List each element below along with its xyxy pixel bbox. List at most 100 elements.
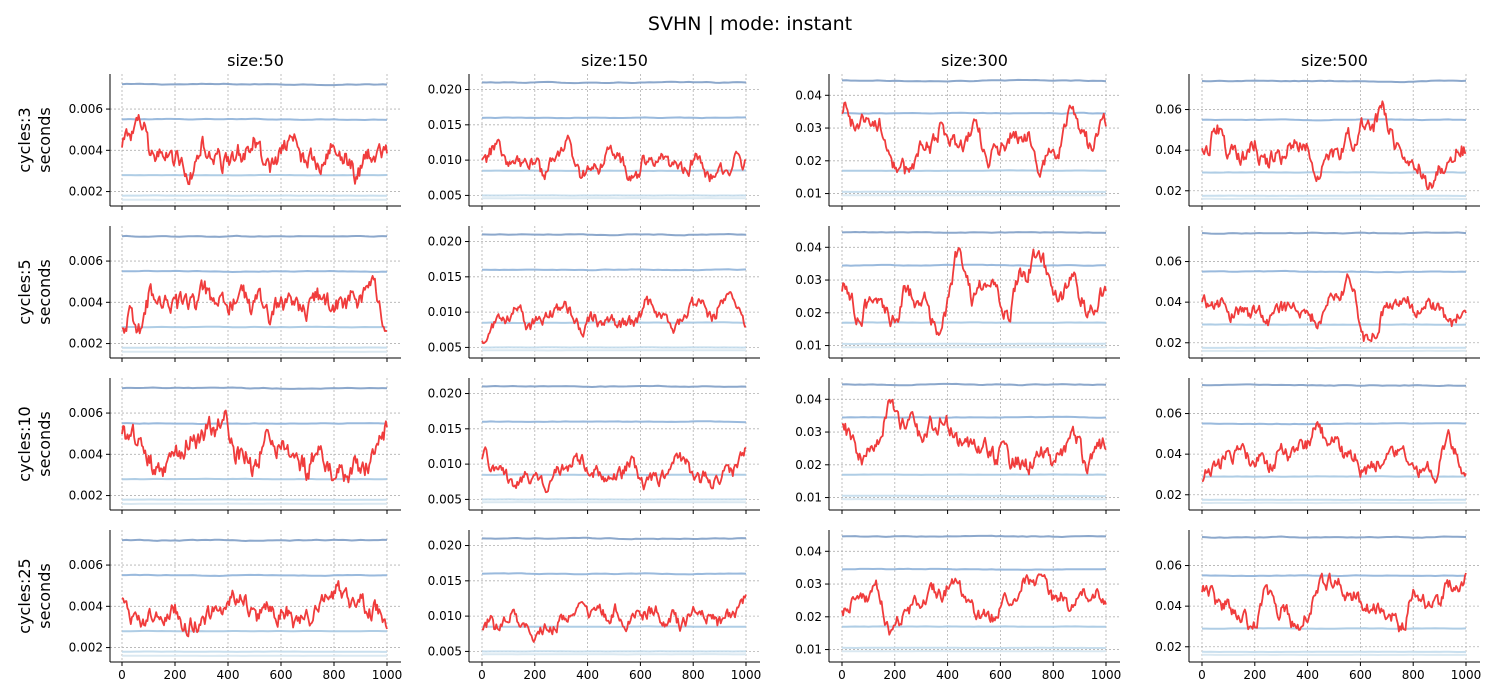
target-series-line <box>1201 273 1467 343</box>
y-tick-label: 0.002 <box>69 185 103 199</box>
x-tick-label: 800 <box>682 668 705 682</box>
reference-series-line <box>841 78 1107 83</box>
reference-series-line <box>1202 627 1467 630</box>
x-tick-label: 600 <box>989 668 1012 682</box>
reference-series-line <box>122 573 387 578</box>
y-tick-label: 0.02 <box>1155 488 1182 502</box>
reference-series-line <box>121 422 387 426</box>
x-tick-label: 0 <box>1198 668 1206 682</box>
y-tick-label: 0.015 <box>428 118 462 132</box>
y-tick-label: 0.01 <box>795 643 822 657</box>
reference-series-line <box>121 386 388 390</box>
row-label: cycles:3 <box>15 107 34 172</box>
reference-series-line <box>841 111 1106 115</box>
target-series-line <box>841 573 1107 636</box>
reference-series-line <box>1202 422 1467 426</box>
panel: 0.005 0.010 0.015 0.020 0 200 400 600 800 1000 <box>428 530 761 682</box>
y-tick-label: 0.04 <box>1155 447 1182 461</box>
reference-series-line <box>481 169 747 173</box>
y-tick-label: 0.004 <box>69 447 103 461</box>
reference-series-line <box>1201 79 1467 84</box>
panel: 0.005 0.010 0.015 0.020 <box>428 378 760 514</box>
target-series-line <box>481 291 747 345</box>
y-tick-label: 0.002 <box>69 489 103 503</box>
panel: 0.002 0.004 0.006 cycles:5 seconds <box>15 226 401 362</box>
y-tick-label: 0.06 <box>1155 103 1182 117</box>
y-tick-label: 0.06 <box>1155 407 1182 421</box>
reference-series-line <box>481 116 747 120</box>
target-series-line <box>1201 421 1467 484</box>
y-tick-label: 0.006 <box>69 558 103 572</box>
reference-series-line <box>1201 383 1466 388</box>
reference-series-line <box>121 538 388 543</box>
y-tick-label: 0.04 <box>795 88 822 102</box>
x-tick-label: 0 <box>118 668 126 682</box>
panel: 0.002 0.004 0.006 cycles:10 seconds <box>15 378 401 514</box>
y-tick-label: 0.015 <box>428 574 462 588</box>
panel: 0.005 0.010 0.015 0.020 <box>428 226 760 362</box>
y-tick-label: 0.020 <box>428 83 462 97</box>
column-title: size:500 <box>1301 51 1368 70</box>
y-tick-label: 0.02 <box>1155 336 1182 350</box>
reference-series-line <box>1201 535 1467 539</box>
x-tick-label: 200 <box>523 668 546 682</box>
panel: 0.01 0.02 0.03 0.04 <box>795 74 1120 210</box>
y-axis-label: seconds <box>35 259 54 324</box>
y-tick-label: 0.004 <box>69 143 103 157</box>
reference-series-line <box>481 572 747 576</box>
reference-series-line <box>121 117 388 122</box>
x-tick-label: 600 <box>1349 668 1372 682</box>
panel: 0.005 0.010 0.015 0.020 <box>428 74 760 210</box>
y-tick-label: 0.020 <box>428 539 462 553</box>
x-tick-label: 1000 <box>1451 668 1482 682</box>
y-tick-label: 0.005 <box>428 340 462 354</box>
panel: 0.02 0.04 0.06 <box>1155 378 1480 514</box>
reference-series-line <box>841 382 1107 387</box>
x-tick-label: 400 <box>1296 668 1319 682</box>
y-tick-label: 0.01 <box>795 187 822 201</box>
panel: 0.01 0.02 0.03 0.04 <box>795 378 1120 514</box>
figure-title: SVHN | mode: instant <box>648 13 852 35</box>
reference-series-line <box>481 232 747 237</box>
target-series-line <box>121 580 388 638</box>
y-tick-label: 0.04 <box>795 240 822 254</box>
y-tick-label: 0.015 <box>428 270 462 284</box>
reference-series-line <box>121 234 388 238</box>
panel: 0.01 0.02 0.03 0.04 <box>795 226 1120 362</box>
panel: 0.01 0.02 0.03 0.04 0 200 400 600 800 1000 <box>795 530 1121 682</box>
reference-series-line <box>841 534 1107 539</box>
y-tick-label: 0.015 <box>428 422 462 436</box>
reference-series-line <box>841 567 1107 571</box>
x-tick-label: 200 <box>164 668 187 682</box>
y-tick-label: 0.06 <box>1155 559 1182 573</box>
reference-series-line <box>481 384 747 389</box>
x-tick-label: 0 <box>478 668 486 682</box>
target-series-line <box>481 594 747 643</box>
column-title: size:50 <box>227 51 284 70</box>
column-title: size:300 <box>941 51 1008 70</box>
reference-series-line <box>1201 118 1467 122</box>
reference-series-line <box>1202 574 1466 578</box>
x-tick-label: 200 <box>883 668 906 682</box>
target-series-line <box>841 101 1107 178</box>
y-tick-label: 0.002 <box>69 337 103 351</box>
target-series-line <box>481 446 747 494</box>
y-tick-label: 0.010 <box>428 457 462 471</box>
reference-series-line <box>481 268 747 272</box>
y-tick-label: 0.02 <box>795 458 822 472</box>
x-tick-label: 200 <box>1243 668 1266 682</box>
x-tick-label: 600 <box>270 668 293 682</box>
reference-series-line <box>841 415 1107 419</box>
target-series-line <box>121 409 388 484</box>
y-tick-label: 0.010 <box>428 609 462 623</box>
target-series-line <box>121 114 388 186</box>
reference-series-line <box>481 420 747 424</box>
target-series-line <box>121 274 388 335</box>
reference-series-line <box>841 230 1107 234</box>
y-tick-label: 0.04 <box>795 392 822 406</box>
y-tick-label: 0.020 <box>428 387 462 401</box>
y-tick-label: 0.03 <box>795 273 822 287</box>
y-tick-label: 0.04 <box>1155 599 1182 613</box>
y-tick-label: 0.02 <box>795 610 822 624</box>
